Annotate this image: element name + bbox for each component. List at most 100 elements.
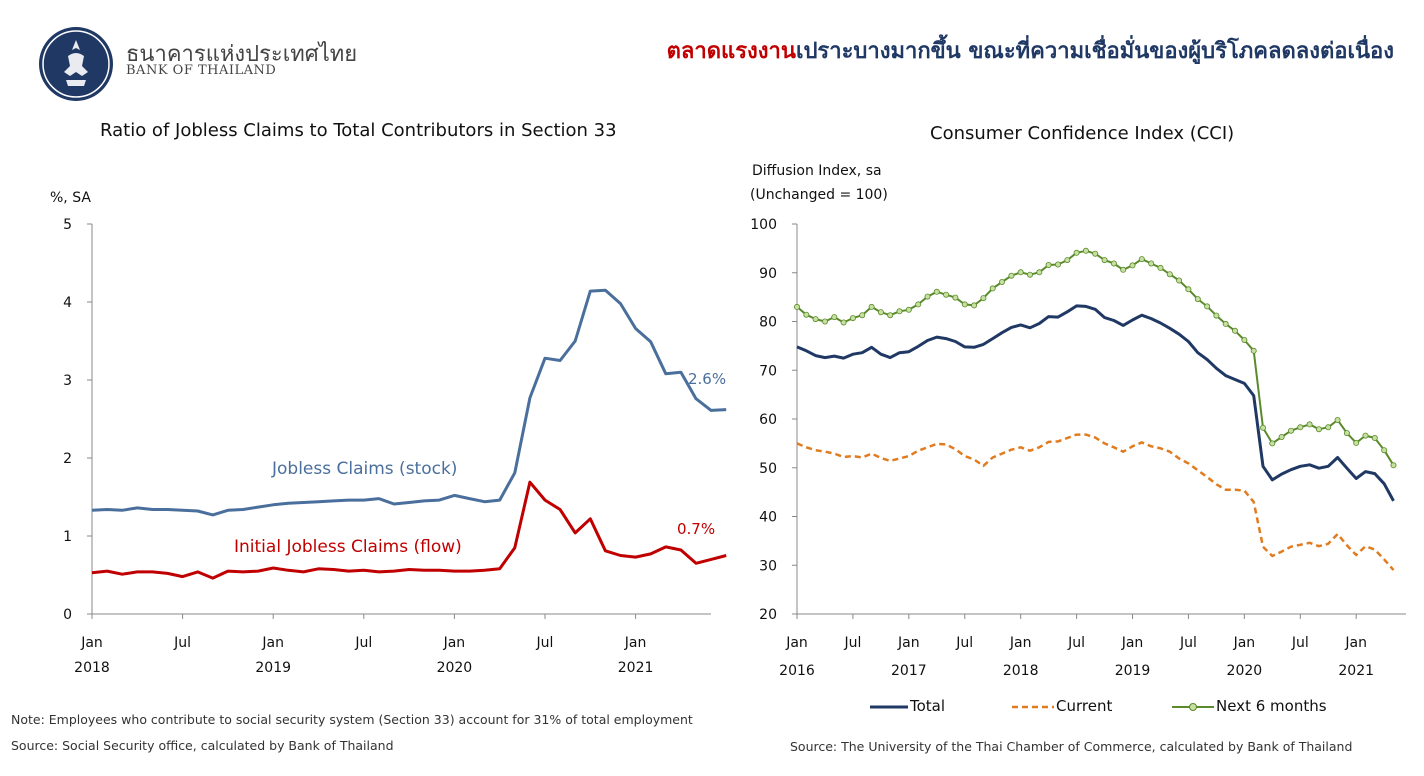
left-y-tick-label: 0 <box>63 607 72 623</box>
left-x-tick-month: Jul <box>354 635 372 651</box>
right-chart-title: Consumer Confidence Index (CCI) <box>930 123 1235 144</box>
series-point-next-6-months <box>803 311 810 318</box>
left-chart-title: Ratio of Jobless Claims to Total Contrib… <box>100 120 617 141</box>
series-line-next-6-months <box>796 249 1395 466</box>
right-x-tick-year: 2019 <box>1115 663 1151 679</box>
series-line-initial-jobless-claims-flow <box>91 480 727 580</box>
right-y-tick-label: 40 <box>759 510 777 526</box>
right-x-tick-year: 2017 <box>891 663 927 679</box>
right-x-tick-month: Jan <box>897 635 920 651</box>
series-point-next-6-months <box>1371 434 1378 441</box>
left-x-tick-month: Jan <box>624 635 647 651</box>
legend-total: Total <box>870 697 945 715</box>
right-x-tick-month: Jul <box>955 635 973 651</box>
left-y-tick-label: 1 <box>63 529 72 545</box>
series-point-next-6-months <box>812 316 819 323</box>
source-right: Source: The University of the Thai Chamb… <box>790 739 1353 754</box>
series-point-next-6-months <box>952 294 959 301</box>
series-point-next-6-months <box>943 291 950 298</box>
series-point-next-6-months <box>1073 249 1080 256</box>
right-x-tick-month: Jan <box>1344 635 1367 651</box>
right-x-tick-month: Jan <box>1121 635 1144 651</box>
left-x-tick-month: Jul <box>536 635 554 651</box>
right-x-tick-month: Jul <box>1291 635 1309 651</box>
series-point-next-6-months <box>840 319 847 326</box>
series-label-initial-jobless-claims-flow: Initial Jobless Claims (flow) <box>234 537 462 557</box>
bank-name-thai: ธนาคารแห่งประเทศไทย <box>126 42 358 67</box>
series-point-next-6-months <box>1362 432 1369 439</box>
left-y-tick-label: 5 <box>63 217 72 233</box>
legend-total-swatch <box>870 705 908 708</box>
legend-current-label: Current <box>1056 697 1113 715</box>
series-point-next-6-months <box>1260 424 1267 431</box>
series-point-next-6-months <box>1110 260 1117 267</box>
series-point-next-6-months <box>877 309 884 316</box>
series-point-next-6-months <box>1278 433 1285 440</box>
right-y-tick-label: 30 <box>759 558 777 574</box>
series-point-next-6-months <box>1185 286 1192 293</box>
series-point-next-6-months <box>849 315 856 322</box>
right-x-tick-month: Jan <box>1233 635 1256 651</box>
series-point-next-6-months <box>1055 261 1062 268</box>
right-y-axis-unit: Diffusion Index, sa <box>752 163 882 179</box>
series-point-next-6-months <box>1194 296 1201 303</box>
bank-name-english: BANK OF THAILAND <box>126 63 277 78</box>
series-point-next-6-months <box>1157 264 1164 271</box>
series-point-next-6-months <box>1008 272 1015 279</box>
series-point-next-6-months <box>924 293 931 300</box>
data-label-stock-latest: 2.6% <box>688 370 726 388</box>
series-point-next-6-months <box>1120 266 1127 273</box>
legend-current-swatch <box>1012 705 1054 708</box>
right-x-tick-year: 2018 <box>1003 663 1039 679</box>
series-point-next-6-months <box>1222 320 1229 327</box>
left-x-tick-month: Jan <box>80 635 103 651</box>
series-point-next-6-months <box>1138 256 1145 263</box>
series-point-next-6-months <box>794 303 801 310</box>
legend-next-6-months-swatch <box>1172 702 1214 711</box>
series-point-next-6-months <box>1166 271 1173 278</box>
series-point-next-6-months <box>887 312 894 319</box>
series-point-next-6-months <box>1334 416 1341 423</box>
series-point-next-6-months <box>868 303 875 310</box>
right-x-tick-month: Jan <box>785 635 808 651</box>
left-x-tick-month: Jan <box>261 635 284 651</box>
series-label-jobless-claims-stock: Jobless Claims (stock) <box>271 459 457 479</box>
series-point-next-6-months <box>1082 247 1089 254</box>
series-point-next-6-months <box>1045 261 1052 268</box>
series-point-next-6-months <box>1325 424 1332 431</box>
legend-total-label: Total <box>910 697 946 715</box>
series-point-next-6-months <box>1381 447 1388 454</box>
series-point-next-6-months <box>915 301 922 308</box>
series-point-next-6-months <box>1343 430 1350 437</box>
series-point-next-6-months <box>1232 327 1239 334</box>
left-x-tick-month: Jan <box>443 635 466 651</box>
legend-current: Current <box>1012 697 1112 715</box>
series-point-next-6-months <box>980 295 987 302</box>
series-point-next-6-months <box>999 278 1006 285</box>
left-x-tick-month: Jul <box>173 635 191 651</box>
page-headline: ตลาดแรงงานเปราะบางมากขึ้น ขณะที่ความเชื่… <box>667 33 1394 68</box>
series-point-next-6-months <box>1101 257 1108 264</box>
series-point-next-6-months <box>1064 257 1071 264</box>
series-point-next-6-months <box>1213 312 1220 319</box>
series-point-next-6-months <box>989 285 996 292</box>
series-line-current <box>796 433 1395 571</box>
series-point-next-6-months <box>971 302 978 309</box>
footnote: Note: Employees who contribute to social… <box>11 712 693 727</box>
series-point-next-6-months <box>1288 427 1295 434</box>
left-x-tick-year: 2021 <box>618 660 654 676</box>
series-line-total <box>796 304 1395 502</box>
series-point-next-6-months <box>933 288 940 295</box>
source-left: Source: Social Security office, calculat… <box>11 738 394 753</box>
series-point-next-6-months <box>1204 303 1211 310</box>
left-y-axis-unit: %, SA <box>50 190 91 206</box>
right-x-tick-year: 2021 <box>1338 663 1374 679</box>
series-point-next-6-months <box>1297 424 1304 431</box>
left-x-tick-year: 2019 <box>255 660 291 676</box>
right-x-tick-year: 2020 <box>1227 663 1263 679</box>
series-point-next-6-months <box>905 306 912 313</box>
series-point-next-6-months <box>1092 250 1099 257</box>
series-point-next-6-months <box>1017 269 1024 276</box>
series-point-next-6-months <box>961 301 968 308</box>
